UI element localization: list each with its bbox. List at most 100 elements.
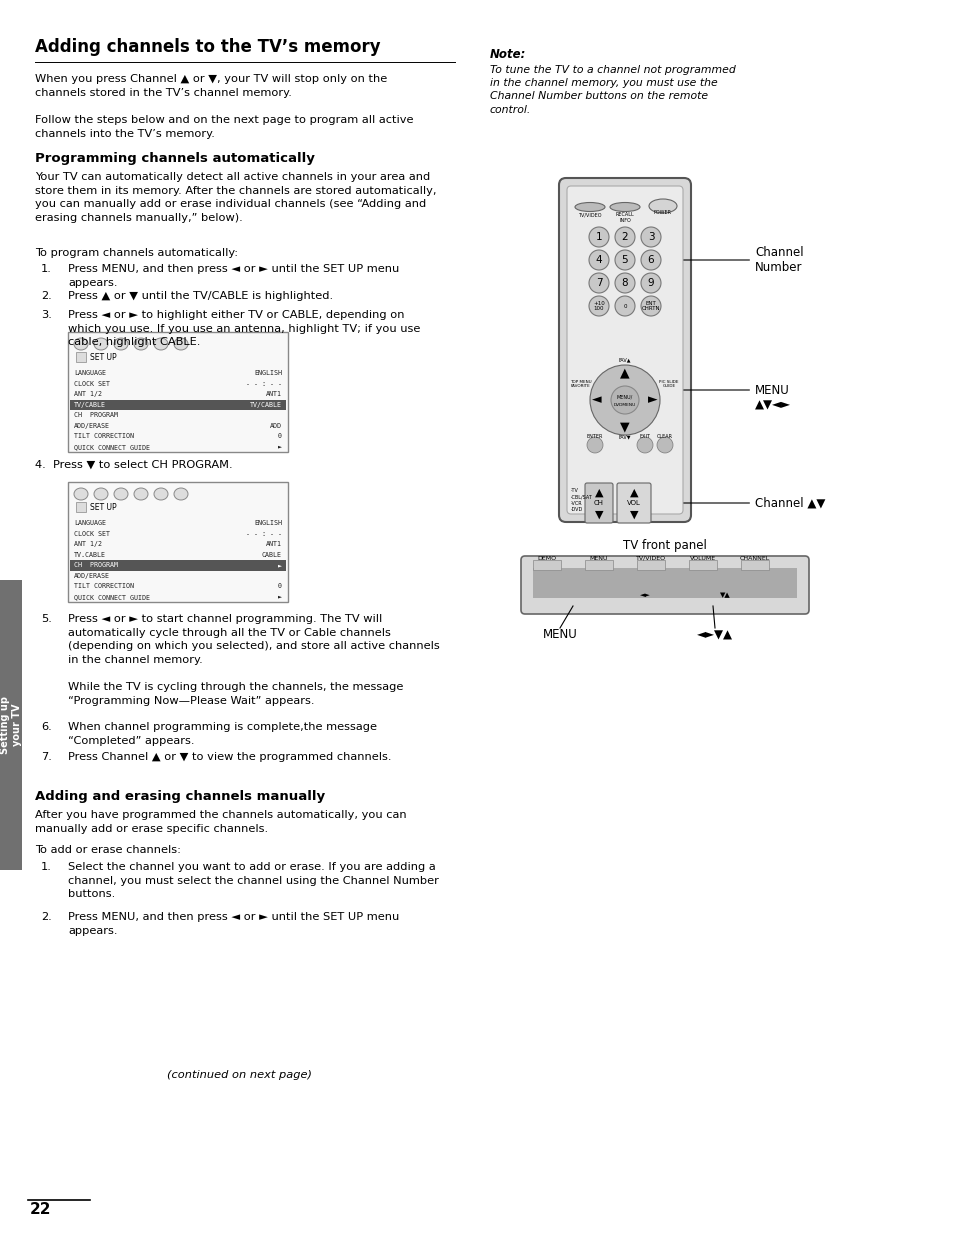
Text: TV.CABLE: TV.CABLE bbox=[74, 552, 106, 558]
Text: To tune the TV to a channel not programmed
in the channel memory, you must use t: To tune the TV to a channel not programm… bbox=[490, 65, 735, 115]
Circle shape bbox=[588, 249, 608, 270]
Bar bbox=[68, 482, 288, 601]
Bar bbox=[740, 559, 768, 571]
FancyBboxPatch shape bbox=[617, 483, 650, 522]
Text: ·TV
·CBL/SAT
·VCR
·DVD: ·TV ·CBL/SAT ·VCR ·DVD bbox=[569, 488, 591, 511]
Circle shape bbox=[615, 296, 635, 316]
Text: 5.: 5. bbox=[41, 614, 52, 624]
Text: - - : - -: - - : - - bbox=[246, 531, 282, 537]
Bar bbox=[70, 399, 286, 410]
Text: Adding channels to the TV’s memory: Adding channels to the TV’s memory bbox=[35, 38, 380, 56]
Bar bbox=[70, 559, 286, 571]
Text: 6: 6 bbox=[647, 254, 654, 266]
Text: QUICK CONNECT GUIDE: QUICK CONNECT GUIDE bbox=[74, 594, 150, 600]
Text: CH  PROGRAM: CH PROGRAM bbox=[74, 412, 118, 419]
Text: ANT1: ANT1 bbox=[266, 391, 282, 398]
Text: To program channels automatically:: To program channels automatically: bbox=[35, 248, 238, 258]
Text: Press Channel ▲ or ▼ to view the programmed channels.: Press Channel ▲ or ▼ to view the program… bbox=[68, 752, 391, 762]
Text: 5: 5 bbox=[621, 254, 628, 266]
Text: CH: CH bbox=[594, 500, 603, 506]
Circle shape bbox=[588, 296, 608, 316]
Circle shape bbox=[610, 387, 639, 414]
Bar bbox=[688, 559, 717, 571]
Text: Setting up
your TV: Setting up your TV bbox=[0, 697, 22, 755]
Text: 7: 7 bbox=[595, 278, 601, 288]
Bar bbox=[0, 580, 22, 869]
Circle shape bbox=[640, 249, 660, 270]
Ellipse shape bbox=[609, 203, 639, 211]
Text: TILT CORRECTION: TILT CORRECTION bbox=[74, 583, 133, 589]
Circle shape bbox=[589, 366, 659, 435]
Text: TOP MENU
FAVORITE: TOP MENU FAVORITE bbox=[570, 380, 591, 388]
Text: ◄►: ◄► bbox=[639, 592, 650, 598]
Text: 22: 22 bbox=[30, 1203, 51, 1218]
Text: FAV▲: FAV▲ bbox=[618, 357, 631, 363]
Bar bbox=[533, 568, 796, 598]
Text: 0: 0 bbox=[277, 433, 282, 440]
Bar bbox=[637, 559, 664, 571]
Text: 0: 0 bbox=[277, 583, 282, 589]
Text: CH  PROGRAM: CH PROGRAM bbox=[74, 562, 118, 568]
Text: ▼: ▼ bbox=[619, 420, 629, 433]
Text: 1.: 1. bbox=[41, 862, 52, 872]
Text: ▼: ▼ bbox=[629, 510, 638, 520]
Text: ▲: ▲ bbox=[619, 367, 629, 379]
Text: EXIT: EXIT bbox=[639, 435, 650, 440]
Text: After you have programmed the channels automatically, you can
manually add or er: After you have programmed the channels a… bbox=[35, 810, 406, 834]
Circle shape bbox=[615, 249, 635, 270]
Text: QUICK CONNECT GUIDE: QUICK CONNECT GUIDE bbox=[74, 443, 150, 450]
Circle shape bbox=[640, 296, 660, 316]
Text: Press ◄ or ► to start channel programming. The TV will
automatically cycle throu: Press ◄ or ► to start channel programmin… bbox=[68, 614, 439, 705]
Text: TILT CORRECTION: TILT CORRECTION bbox=[74, 433, 133, 440]
Text: FAV▼: FAV▼ bbox=[618, 435, 631, 440]
Text: Programming channels automatically: Programming channels automatically bbox=[35, 152, 314, 165]
Text: VOLUME: VOLUME bbox=[689, 556, 716, 561]
Text: INFO: INFO bbox=[618, 219, 630, 224]
Ellipse shape bbox=[153, 338, 168, 350]
Text: ENGLISH: ENGLISH bbox=[253, 370, 282, 377]
Text: ANT 1/2: ANT 1/2 bbox=[74, 391, 102, 398]
FancyBboxPatch shape bbox=[584, 483, 613, 522]
Text: ◄: ◄ bbox=[592, 394, 601, 406]
Text: CHANNEL: CHANNEL bbox=[740, 556, 769, 561]
Circle shape bbox=[588, 273, 608, 293]
Bar bbox=[533, 559, 560, 571]
Ellipse shape bbox=[113, 488, 128, 500]
Text: To add or erase channels:: To add or erase channels: bbox=[35, 845, 181, 855]
Ellipse shape bbox=[133, 488, 148, 500]
Text: 9: 9 bbox=[647, 278, 654, 288]
Text: VOL: VOL bbox=[626, 500, 640, 506]
Ellipse shape bbox=[74, 338, 88, 350]
Text: TV/CABLE: TV/CABLE bbox=[250, 401, 282, 408]
Bar bbox=[76, 352, 86, 362]
Text: RECALL: RECALL bbox=[615, 211, 634, 216]
Text: SET UP: SET UP bbox=[90, 503, 116, 511]
Bar bbox=[584, 559, 613, 571]
Text: 1.: 1. bbox=[41, 264, 52, 274]
Text: DEMO: DEMO bbox=[537, 556, 556, 561]
Text: ANT 1/2: ANT 1/2 bbox=[74, 541, 102, 547]
Text: TV front panel: TV front panel bbox=[622, 540, 706, 552]
Circle shape bbox=[657, 437, 672, 453]
Text: CLOCK SET: CLOCK SET bbox=[74, 380, 110, 387]
Text: Note:: Note: bbox=[490, 48, 526, 61]
Text: ▲: ▲ bbox=[629, 488, 638, 498]
Bar bbox=[68, 332, 288, 452]
FancyBboxPatch shape bbox=[566, 186, 682, 514]
Text: Your TV can automatically detect all active channels in your area and
store them: Your TV can automatically detect all act… bbox=[35, 172, 436, 222]
Ellipse shape bbox=[153, 488, 168, 500]
Text: ►: ► bbox=[647, 394, 658, 406]
Ellipse shape bbox=[113, 338, 128, 350]
Text: ◄►▼▲: ◄►▼▲ bbox=[697, 629, 732, 641]
Text: POWER: POWER bbox=[654, 210, 671, 215]
Ellipse shape bbox=[173, 338, 188, 350]
Text: LANGUAGE: LANGUAGE bbox=[74, 520, 106, 526]
Text: 1: 1 bbox=[595, 232, 601, 242]
Ellipse shape bbox=[133, 338, 148, 350]
Text: Press ◄ or ► to highlight either TV or CABLE, depending on
which you use. If you: Press ◄ or ► to highlight either TV or C… bbox=[68, 310, 420, 347]
Text: CLEAR: CLEAR bbox=[657, 435, 672, 440]
Text: CLOCK SET: CLOCK SET bbox=[74, 531, 110, 537]
Text: ▼: ▼ bbox=[594, 510, 602, 520]
Ellipse shape bbox=[94, 488, 108, 500]
Ellipse shape bbox=[74, 488, 88, 500]
